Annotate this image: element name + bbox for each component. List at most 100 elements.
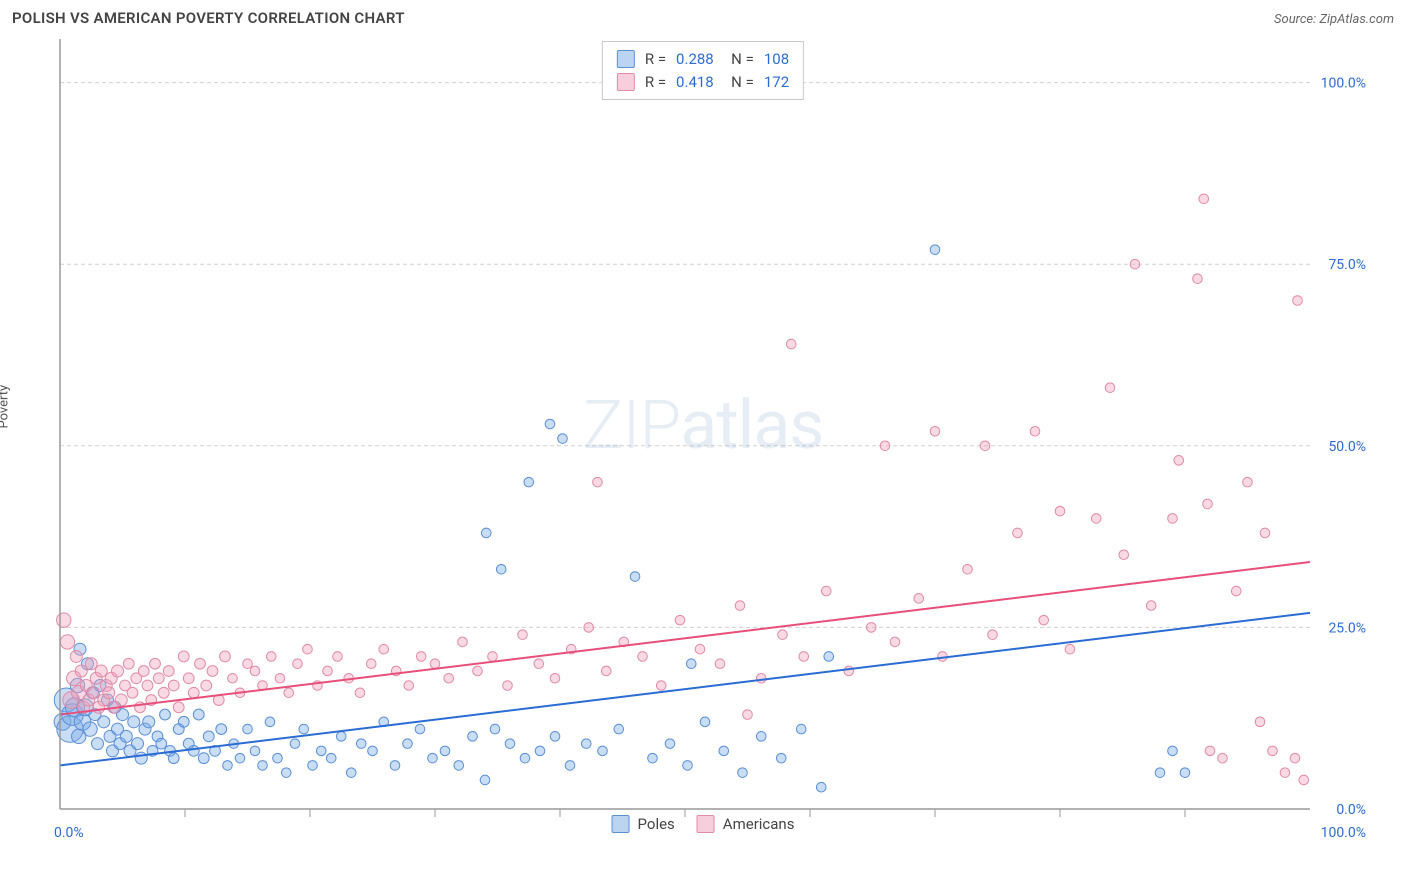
data-point xyxy=(738,768,748,778)
y-axis-label: Poverty xyxy=(0,385,12,429)
data-point xyxy=(188,745,199,756)
y-tick-label: 75.0% xyxy=(1328,257,1366,273)
data-point xyxy=(719,746,729,756)
data-point xyxy=(686,659,696,669)
data-point xyxy=(83,722,97,736)
data-point xyxy=(250,746,260,756)
data-point xyxy=(128,716,140,728)
data-point xyxy=(988,630,998,640)
data-point xyxy=(403,739,413,749)
data-point xyxy=(265,717,275,727)
data-point xyxy=(468,732,478,742)
trend-line xyxy=(60,562,1310,715)
source-prefix: Source: xyxy=(1274,12,1319,27)
data-point xyxy=(85,658,97,670)
data-point xyxy=(135,752,147,764)
data-point xyxy=(1146,601,1156,611)
data-point xyxy=(980,441,990,451)
data-point xyxy=(1168,746,1178,756)
x-tick-label: 0.0% xyxy=(54,825,84,841)
data-point xyxy=(415,724,425,734)
swatch-blue xyxy=(617,50,635,68)
data-point xyxy=(366,659,376,669)
trend-line xyxy=(60,613,1310,766)
data-point xyxy=(243,659,253,669)
data-point xyxy=(1218,753,1228,763)
data-point xyxy=(518,630,528,640)
data-point xyxy=(505,739,515,749)
data-point xyxy=(656,681,666,691)
data-point xyxy=(458,637,468,647)
data-point xyxy=(188,687,199,698)
legend-label-americans: Americans xyxy=(723,815,795,833)
data-point xyxy=(346,768,356,778)
data-point xyxy=(88,687,100,699)
data-point xyxy=(1268,746,1278,756)
data-point xyxy=(480,775,490,785)
data-point xyxy=(601,666,611,676)
data-point xyxy=(550,732,560,742)
data-point xyxy=(496,564,506,574)
data-point xyxy=(430,659,440,669)
data-point xyxy=(481,528,491,538)
chart-title: POLISH VS AMERICAN POVERTY CORRELATION C… xyxy=(12,9,405,27)
data-point xyxy=(416,652,426,662)
r-value-poles: 0.288 xyxy=(676,48,714,71)
data-point xyxy=(821,586,831,596)
data-point xyxy=(220,651,231,662)
data-point xyxy=(356,739,366,749)
data-point xyxy=(198,753,209,764)
data-point xyxy=(1013,528,1023,538)
correlation-row-poles: R = 0.288 N = 108 xyxy=(617,48,789,71)
data-point xyxy=(158,687,169,698)
data-point xyxy=(1091,514,1101,524)
data-point xyxy=(275,673,285,683)
data-point xyxy=(112,665,124,677)
data-point xyxy=(235,753,245,763)
data-point xyxy=(1030,426,1040,436)
data-point xyxy=(1193,274,1203,284)
data-point xyxy=(183,673,194,684)
data-point xyxy=(473,666,483,676)
data-point xyxy=(584,623,594,633)
data-point xyxy=(168,753,179,764)
data-point xyxy=(665,739,675,749)
data-point xyxy=(293,659,303,669)
data-point xyxy=(207,666,218,677)
data-point xyxy=(303,644,313,654)
data-point xyxy=(1290,753,1300,763)
data-point xyxy=(428,753,438,763)
legend-item-poles: Poles xyxy=(612,815,675,833)
data-point xyxy=(160,709,171,720)
data-point xyxy=(778,630,788,640)
data-point xyxy=(630,572,640,582)
data-point xyxy=(1260,528,1270,538)
data-point xyxy=(92,738,104,750)
data-point xyxy=(648,753,658,763)
data-point xyxy=(258,761,268,771)
data-point xyxy=(281,768,291,778)
swatch-pink xyxy=(617,73,635,91)
data-point xyxy=(866,623,876,633)
data-point xyxy=(488,652,498,662)
data-point xyxy=(333,652,343,662)
data-point xyxy=(142,680,153,691)
data-point xyxy=(243,724,253,734)
r-label: R = xyxy=(645,71,666,94)
source-label: Source: ZipAtlas.com xyxy=(1274,8,1394,27)
data-point xyxy=(223,761,233,771)
data-point xyxy=(756,673,766,683)
scatter-chart: 0.0%25.0%50.0%75.0%100.0%0.0%100.0% xyxy=(12,31,1394,851)
data-point xyxy=(880,441,890,451)
data-point xyxy=(95,665,107,677)
data-point xyxy=(930,426,940,436)
data-point xyxy=(195,658,206,669)
data-point xyxy=(786,339,796,349)
data-point xyxy=(178,651,189,662)
data-point xyxy=(115,694,127,706)
data-point xyxy=(173,702,184,713)
data-point xyxy=(308,761,318,771)
data-point xyxy=(156,738,167,749)
data-point xyxy=(103,687,115,699)
data-point xyxy=(1243,477,1253,487)
